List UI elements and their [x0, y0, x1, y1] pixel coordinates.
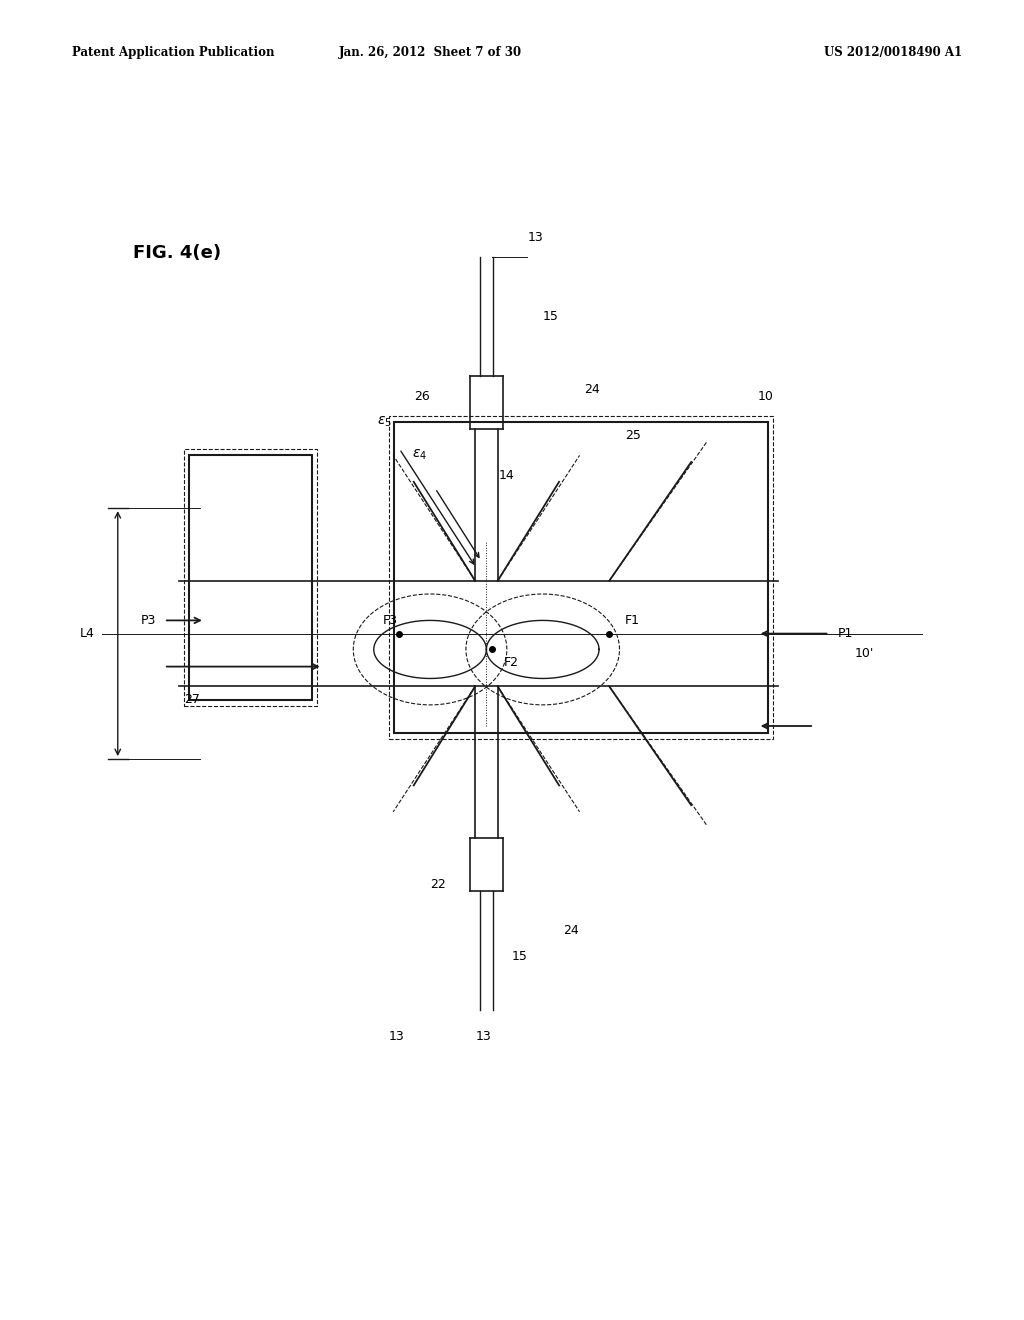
Text: 24: 24 — [563, 924, 579, 937]
Text: 24: 24 — [584, 383, 599, 396]
Bar — [394, 422, 768, 733]
Text: $\varepsilon_5$: $\varepsilon_5$ — [377, 414, 391, 429]
Text: 10: 10 — [758, 389, 774, 403]
Text: 15: 15 — [543, 310, 559, 323]
Text: L4: L4 — [80, 627, 94, 640]
Text: 26: 26 — [415, 389, 430, 403]
Text: P1: P1 — [838, 627, 853, 640]
Text: FIG. 4(e): FIG. 4(e) — [133, 244, 221, 263]
Text: 13: 13 — [476, 1030, 492, 1043]
Text: 22: 22 — [430, 878, 445, 891]
Text: 10': 10' — [855, 647, 874, 660]
Text: 13: 13 — [389, 1030, 404, 1043]
Text: F3: F3 — [382, 614, 397, 627]
Text: 13: 13 — [527, 231, 543, 244]
Bar — [389, 416, 773, 739]
Text: F1: F1 — [625, 614, 640, 627]
Text: Patent Application Publication: Patent Application Publication — [72, 46, 274, 59]
Text: $\varepsilon_4$: $\varepsilon_4$ — [413, 447, 427, 462]
Bar — [189, 455, 312, 700]
Text: Jan. 26, 2012  Sheet 7 of 30: Jan. 26, 2012 Sheet 7 of 30 — [339, 46, 521, 59]
Bar — [184, 449, 317, 706]
Text: 27: 27 — [184, 693, 201, 706]
Text: 25: 25 — [625, 429, 641, 442]
Text: US 2012/0018490 A1: US 2012/0018490 A1 — [824, 46, 963, 59]
Text: 15: 15 — [512, 950, 528, 964]
Text: F2: F2 — [504, 656, 519, 669]
Text: 14: 14 — [499, 469, 514, 482]
Text: P3: P3 — [140, 614, 156, 627]
